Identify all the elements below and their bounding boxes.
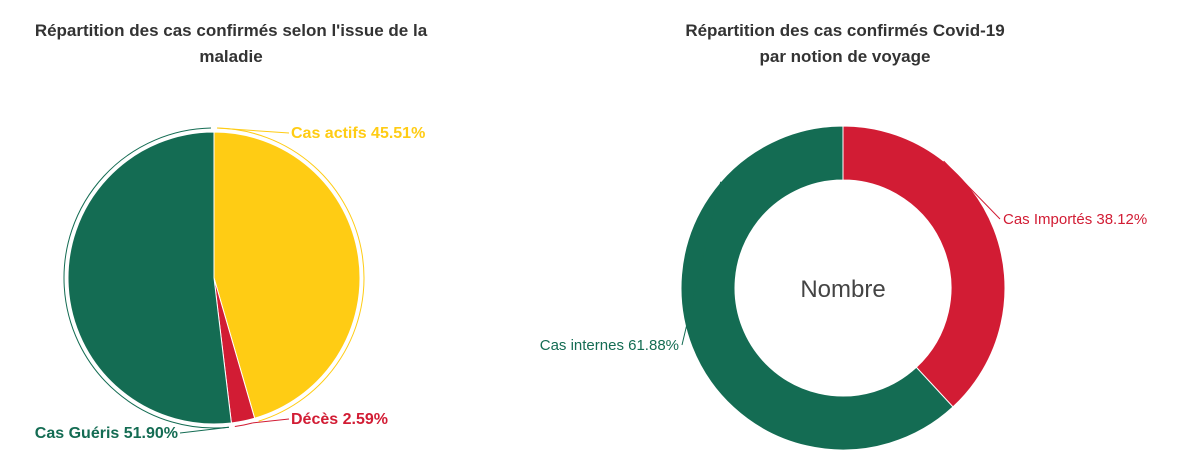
donut-label-leader — [943, 160, 1001, 220]
pie-panel-outcome: Répartition des cas confirmés selon l'is… — [0, 18, 462, 442]
pie-label-cas-actifs: Cas actifs 45.51% — [291, 125, 425, 142]
donut-panel-travel: Répartition des cas confirmés Covid-19 p… — [540, 0, 1189, 476]
pie-slice-cas-gueris[interactable] — [67, 131, 232, 425]
pie-chart-outcome: Cas actifs 45.51% Décès 2.59% Cas Guéris 5… — [35, 125, 426, 442]
pie-label-leader — [252, 418, 290, 424]
pie-label-cas-gueris: Cas Guéris 51.90% — [35, 425, 178, 442]
donut-slice-cas-importes[interactable] — [842, 125, 1006, 408]
pie-label-bracket — [216, 127, 365, 422]
pie-label-leader — [216, 127, 290, 134]
pie-label-leader — [179, 426, 229, 434]
donut-center-label: Nombre — [800, 276, 885, 303]
donut-chart-travel: Nombre Cas Importés 38.12% Cas internes 61… — [540, 125, 1147, 451]
pie-label-deces: Décès 2.59% — [291, 411, 388, 428]
chart-title-travel: Répartition des cas confirmés Covid-19 p… — [595, 18, 1095, 70]
chart-title-line: Répartition des cas confirmés Covid-19 — [685, 21, 1005, 40]
donut-label-cas-importes: Cas Importés 38.12% — [1003, 211, 1147, 228]
donut-label-leader — [681, 181, 722, 346]
pie-label-bracket — [63, 127, 229, 429]
pie-label-bracket — [234, 422, 253, 428]
chart-title-line: Répartition des cas confirmés selon l'is… — [34, 21, 428, 40]
chart-title-line: par notion de voyage — [759, 47, 931, 66]
chart-title-outcome: Répartition des cas confirmés selon l'is… — [0, 18, 462, 70]
donut-label-cas-internes: Cas internes 61.88% — [540, 337, 679, 354]
donut-slice-cas-internes[interactable] — [680, 125, 954, 451]
pie-slice-cas-actifs[interactable] — [213, 131, 361, 419]
chart-title-line: maladie — [199, 47, 263, 66]
